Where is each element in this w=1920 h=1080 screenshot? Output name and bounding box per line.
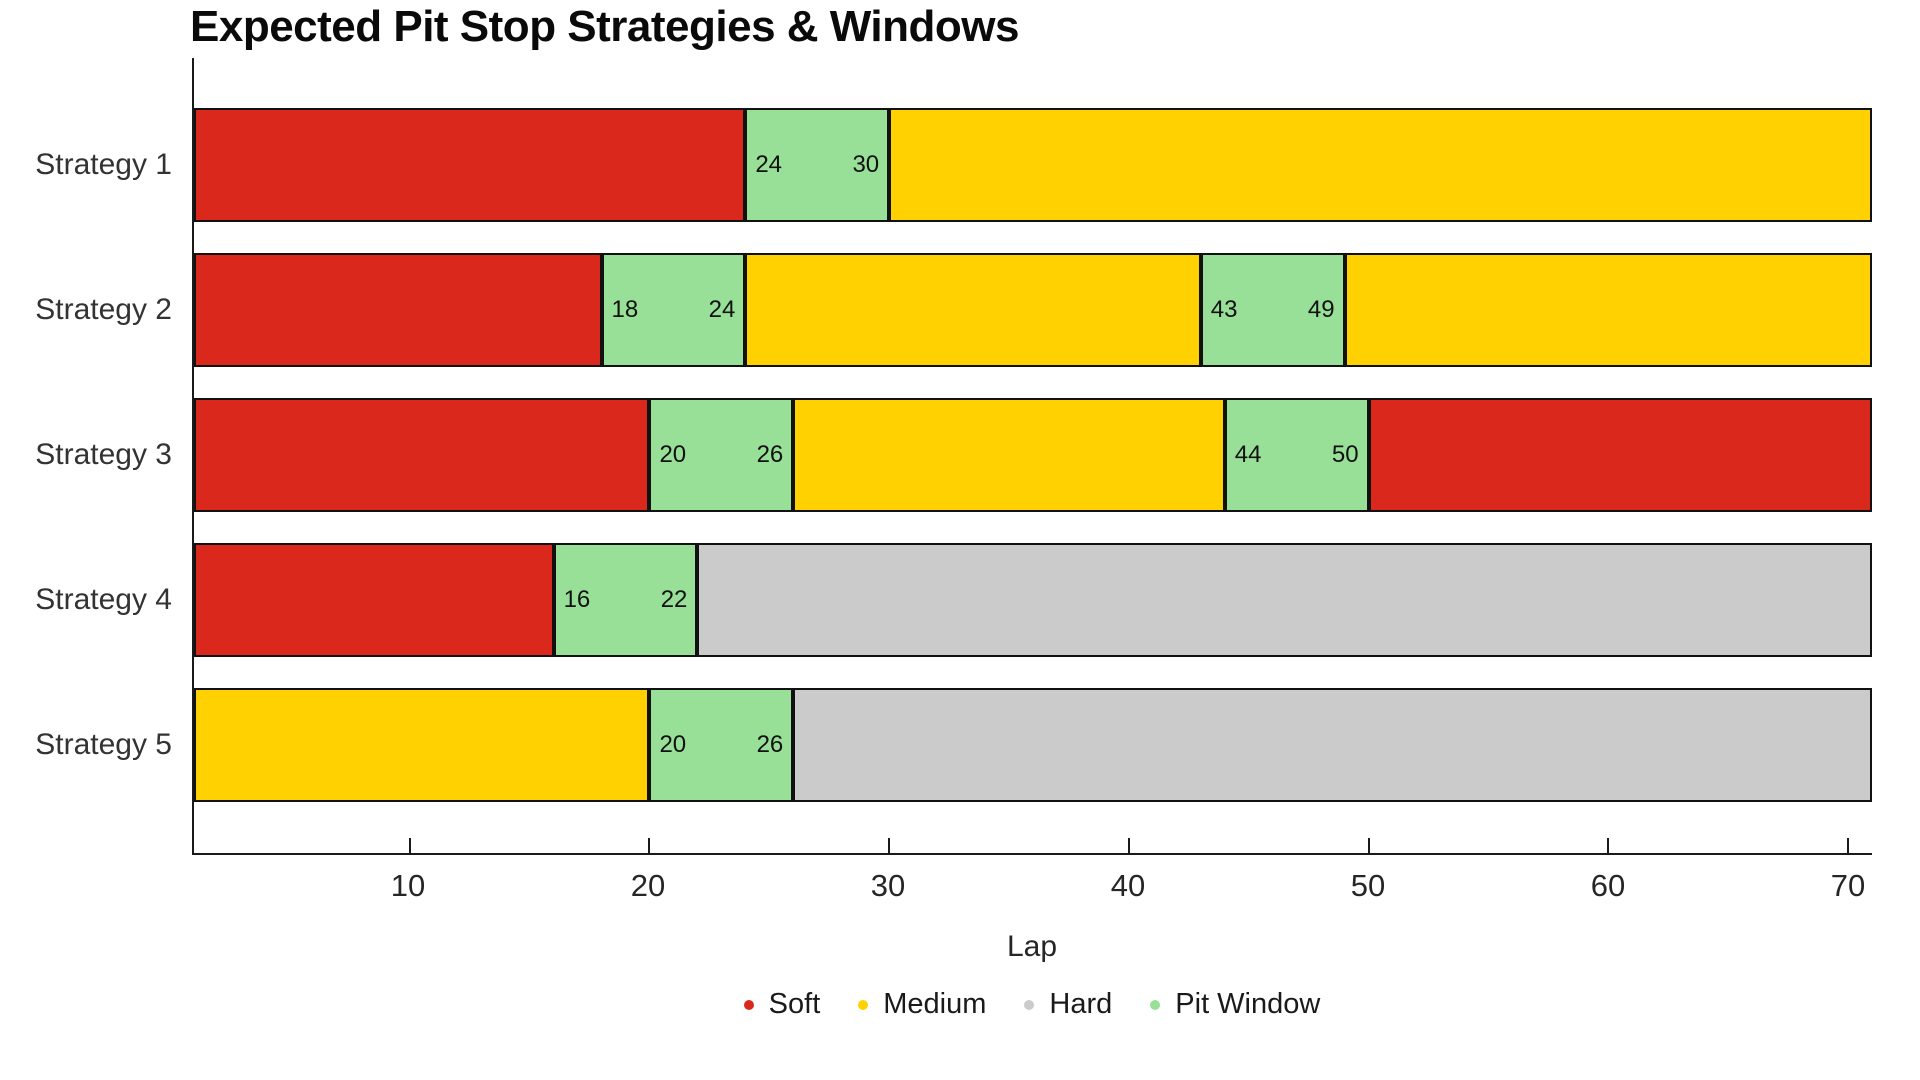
y-axis-label-strategy-1: Strategy 1 bbox=[35, 148, 172, 181]
x-tick-label-50: 50 bbox=[1350, 868, 1386, 903]
tyre-segment-hard bbox=[793, 688, 1872, 802]
strategy-row-2: 18 24 43 49 bbox=[194, 253, 1872, 367]
pit-window-end-label: 30 bbox=[852, 151, 880, 178]
legend-label: Pit Window bbox=[1175, 988, 1321, 1020]
x-tick-mark-20 bbox=[648, 838, 651, 853]
legend-item-medium: Medium bbox=[858, 988, 986, 1021]
strategy-row-3: 20 26 44 50 bbox=[194, 398, 1872, 512]
legend-dot-icon bbox=[858, 999, 869, 1010]
pit-window-start-label: 18 bbox=[611, 296, 639, 323]
strategy-row-1: 24 30 bbox=[194, 108, 1872, 222]
tyre-segment-soft bbox=[194, 253, 602, 367]
x-tick-mark-10 bbox=[408, 838, 411, 853]
legend-item-hard: Hard bbox=[1024, 988, 1112, 1021]
x-tick-label-10: 10 bbox=[390, 868, 426, 903]
pit-window-segment: 43 49 bbox=[1200, 253, 1345, 367]
pit-window-start-label: 24 bbox=[755, 151, 783, 178]
pit-window-end-label: 49 bbox=[1307, 296, 1335, 323]
tyre-segment-medium bbox=[1344, 253, 1872, 367]
legend-item-pit-window: Pit Window bbox=[1150, 988, 1320, 1021]
legend-label: Hard bbox=[1049, 988, 1113, 1020]
pit-window-end-label: 22 bbox=[660, 586, 688, 613]
legend-item-soft: Soft bbox=[743, 988, 821, 1021]
pit-window-segment: 18 24 bbox=[601, 253, 746, 367]
pit-window-segment: 20 26 bbox=[649, 398, 794, 512]
y-axis-label-strategy-4: Strategy 4 bbox=[35, 583, 172, 616]
legend-label: Soft bbox=[768, 988, 821, 1020]
x-tick-label-40: 40 bbox=[1110, 868, 1146, 903]
tyre-segment-soft bbox=[194, 543, 554, 657]
x-tick-mark-40 bbox=[1127, 838, 1130, 853]
legend-label: Medium bbox=[883, 988, 987, 1020]
pit-window-end-label: 24 bbox=[708, 296, 736, 323]
x-axis-title: Lap bbox=[1006, 930, 1058, 963]
pit-window-end-label: 26 bbox=[756, 731, 784, 758]
pit-window-end-label: 50 bbox=[1331, 441, 1359, 468]
pit-window-segment: 20 26 bbox=[649, 688, 794, 802]
tyre-segment-soft bbox=[194, 108, 746, 222]
pit-window-segment: 44 50 bbox=[1224, 398, 1369, 512]
x-tick-mark-50 bbox=[1367, 838, 1370, 853]
tyre-segment-soft bbox=[194, 398, 650, 512]
tyre-segment-medium bbox=[745, 253, 1201, 367]
pit-window-end-label: 26 bbox=[756, 441, 784, 468]
tyre-segment-medium bbox=[194, 688, 650, 802]
legend: Soft Medium Hard Pit Window bbox=[192, 988, 1872, 1021]
pit-window-start-label: 44 bbox=[1234, 441, 1262, 468]
legend-dot-icon bbox=[743, 999, 754, 1010]
chart-title: Expected Pit Stop Strategies & Windows bbox=[190, 2, 1019, 51]
tyre-segment-soft bbox=[1368, 398, 1872, 512]
pit-window-segment: 24 30 bbox=[745, 108, 890, 222]
x-tick-label-30: 30 bbox=[870, 868, 906, 903]
y-axis-label-strategy-2: Strategy 2 bbox=[35, 293, 172, 326]
y-axis-label-strategy-3: Strategy 3 bbox=[35, 438, 172, 471]
pit-window-start-label: 16 bbox=[563, 586, 591, 613]
legend-dot-icon bbox=[1150, 999, 1161, 1010]
plot-area: 24 30 18 24 43 49 20 26 44 50 16 22 20 26 bbox=[192, 58, 1872, 855]
x-tick-mark-70 bbox=[1847, 838, 1850, 853]
x-tick-label-60: 60 bbox=[1590, 868, 1626, 903]
pit-window-start-label: 20 bbox=[659, 441, 687, 468]
x-tick-label-20: 20 bbox=[630, 868, 666, 903]
pit-window-segment: 16 22 bbox=[553, 543, 698, 657]
x-tick-label-70: 70 bbox=[1830, 868, 1866, 903]
tyre-segment-hard bbox=[697, 543, 1872, 657]
legend-dot-icon bbox=[1024, 999, 1035, 1010]
strategy-row-4: 16 22 bbox=[194, 543, 1872, 657]
x-tick-mark-30 bbox=[888, 838, 891, 853]
x-tick-mark-60 bbox=[1607, 838, 1610, 853]
strategy-row-5: 20 26 bbox=[194, 688, 1872, 802]
tyre-segment-medium bbox=[793, 398, 1225, 512]
tyre-segment-medium bbox=[889, 108, 1872, 222]
pit-window-start-label: 43 bbox=[1210, 296, 1238, 323]
y-axis-label-strategy-5: Strategy 5 bbox=[35, 728, 172, 761]
pit-window-start-label: 20 bbox=[659, 731, 687, 758]
